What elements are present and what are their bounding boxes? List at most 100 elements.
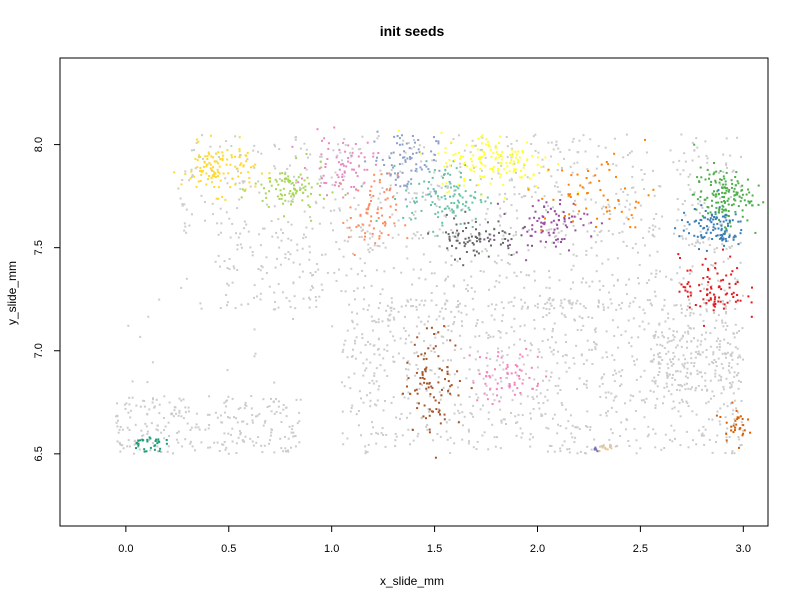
background-point [724,321,727,324]
seed-point [279,189,282,192]
background-point [561,306,564,309]
background-point [596,234,599,237]
background-point [661,215,664,218]
background-point [344,144,347,147]
background-point [556,432,559,435]
background-point [471,297,474,300]
seed-point [363,156,366,159]
background-point [725,356,727,359]
background-point [591,280,594,283]
background-point [431,159,434,162]
seed-point [747,418,750,421]
seed-point [706,288,709,291]
background-point [565,341,567,343]
seed-point [513,393,516,396]
seed-point [389,205,392,208]
background-point [682,365,685,367]
background-point [197,426,200,429]
background-point [372,426,375,429]
seed-point [415,167,418,170]
background-point [460,347,463,350]
seed-point [385,188,388,191]
background-point [650,304,653,307]
background-point [687,387,690,390]
seed-point [240,162,243,165]
background-point [298,441,301,444]
seed-point [303,179,306,182]
seed-point [293,188,296,190]
seed-point [613,206,616,209]
background-point [407,391,410,394]
seed-point [739,232,742,235]
background-point [590,246,593,249]
background-point [738,354,741,357]
seed-point [208,153,211,156]
background-point [438,228,441,231]
background-point [659,343,662,346]
background-point [437,367,440,370]
background-point [399,337,402,340]
seed-point [741,215,744,218]
seed-point [468,208,471,211]
background-point [389,306,392,309]
background-point [424,198,427,201]
background-point [609,298,612,301]
background-point [400,305,403,308]
background-point [641,320,644,323]
background-point [369,343,372,346]
background-point [461,324,464,327]
background-point [226,304,228,307]
background-point [687,330,689,333]
seed-point [284,172,287,175]
background-point [499,408,502,411]
seed-point [742,424,745,427]
seed-point [213,185,216,188]
background-point [723,338,726,341]
seed-point [704,216,707,219]
background-point [698,352,701,355]
seed-point [513,383,516,386]
background-point [442,317,445,320]
seed-point [388,216,391,219]
seed-point [734,235,737,238]
seed-clusters [135,126,769,459]
seed-point [585,207,588,210]
background-point [686,402,689,404]
seed-point [511,155,513,158]
background-point [619,384,621,387]
background-point [582,363,585,365]
background-point [601,376,604,379]
seed-point [734,176,737,178]
seed-point [411,135,414,137]
background-point [567,420,570,423]
background-point [582,277,584,280]
seed-point [333,126,336,129]
seed-point [229,163,232,166]
background-point [298,186,301,189]
background-point [243,440,245,443]
background-point [643,328,646,331]
background-point [433,372,436,375]
seed-point [212,156,215,159]
background-point [515,171,517,174]
seed-point [543,223,546,226]
seed-point [446,191,449,194]
background-point [463,149,466,152]
background-point [286,167,289,170]
background-point [312,286,314,289]
seed-point [604,447,607,450]
seed-point [602,194,605,197]
background-point [610,302,613,305]
seed-point [442,176,444,179]
seed-point [714,195,717,198]
background-point [594,346,597,349]
seed-point [212,166,214,169]
background-point [728,371,731,374]
background-point [200,441,203,444]
background-point [727,188,729,191]
seed-point [401,143,404,146]
background-point [573,162,576,165]
background-point [344,339,347,342]
seed-point [444,185,447,188]
seed-point [600,445,603,448]
